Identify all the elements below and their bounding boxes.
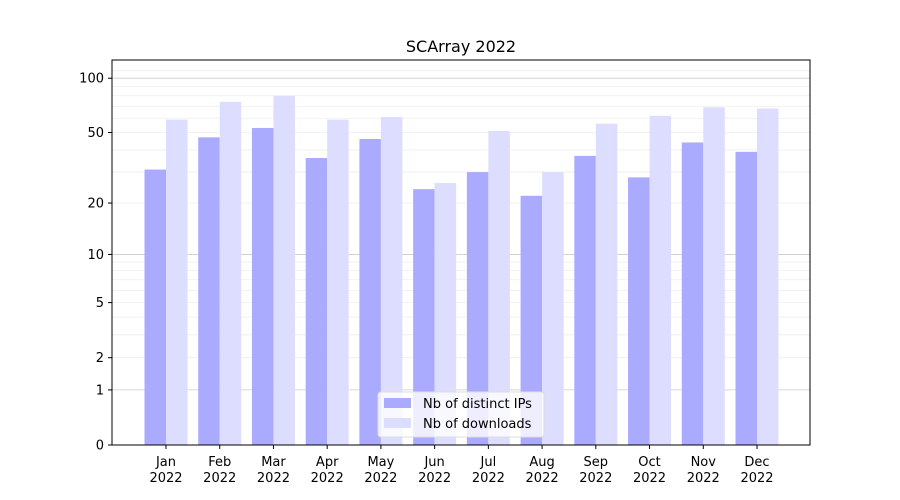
- y-tick-label: 1: [96, 383, 104, 398]
- y-tick-label: 0: [96, 439, 104, 454]
- x-tick-label: Dec 2022: [740, 455, 773, 486]
- bar-ips: [628, 177, 650, 445]
- bar-downloads: [327, 119, 349, 445]
- bar-downloads: [273, 95, 295, 445]
- chart-title: SCArray 2022: [406, 37, 516, 56]
- bar-downloads: [488, 130, 510, 446]
- bar-ips: [305, 158, 328, 445]
- bar-downloads: [757, 108, 779, 446]
- bar-downloads: [542, 172, 564, 445]
- x-tick-label: Oct 2022: [633, 455, 666, 486]
- legend-swatch: [384, 418, 411, 428]
- bar-downloads: [380, 116, 403, 446]
- legend-label: Nb of distinct IPs: [423, 397, 532, 412]
- bar-ips: [413, 189, 435, 445]
- x-tick-label: Mar 2022: [257, 455, 290, 486]
- bar-ips: [681, 142, 704, 446]
- plot-frame: [111, 59, 811, 446]
- bar-ips: [574, 155, 596, 445]
- bar-downloads: [434, 183, 457, 445]
- bar-downloads: [595, 123, 618, 446]
- y-tick-label: 2: [96, 351, 104, 366]
- bar-ips: [359, 139, 381, 445]
- x-tick-label: Feb 2022: [203, 455, 236, 486]
- x-tick-label: Sep 2022: [579, 455, 612, 486]
- x-tick-label: Aug 2022: [526, 455, 559, 486]
- y-tick-label: 10: [87, 248, 104, 263]
- y-tick-label: 5: [96, 296, 104, 311]
- bar-downloads: [703, 107, 725, 446]
- legend: Nb of distinct IPs Nb of downloads: [377, 391, 545, 438]
- x-tick-label: Jul 2022: [472, 455, 505, 486]
- bar-ips: [198, 137, 220, 445]
- x-tick-label: May 2022: [364, 455, 397, 486]
- bar-downloads: [166, 119, 188, 445]
- bar-downloads: [219, 101, 242, 445]
- legend-swatch: [384, 398, 411, 408]
- x-tick-label: Apr 2022: [311, 455, 344, 486]
- y-tick-label: 20: [87, 197, 104, 212]
- bar-ips: [466, 172, 489, 445]
- bar-ips: [144, 169, 166, 445]
- legend-label: Nb of downloads: [423, 417, 532, 432]
- y-tick-label: 50: [87, 126, 104, 141]
- y-tick-label: 100: [79, 72, 104, 87]
- bar-ips: [251, 127, 274, 446]
- x-tick-label: Nov 2022: [687, 455, 720, 486]
- bar-downloads: [649, 115, 672, 446]
- bar-ips: [735, 151, 757, 445]
- x-tick-label: Jan 2022: [149, 455, 182, 486]
- bar-ips: [520, 195, 543, 445]
- x-tick-label: Jun 2022: [418, 455, 451, 486]
